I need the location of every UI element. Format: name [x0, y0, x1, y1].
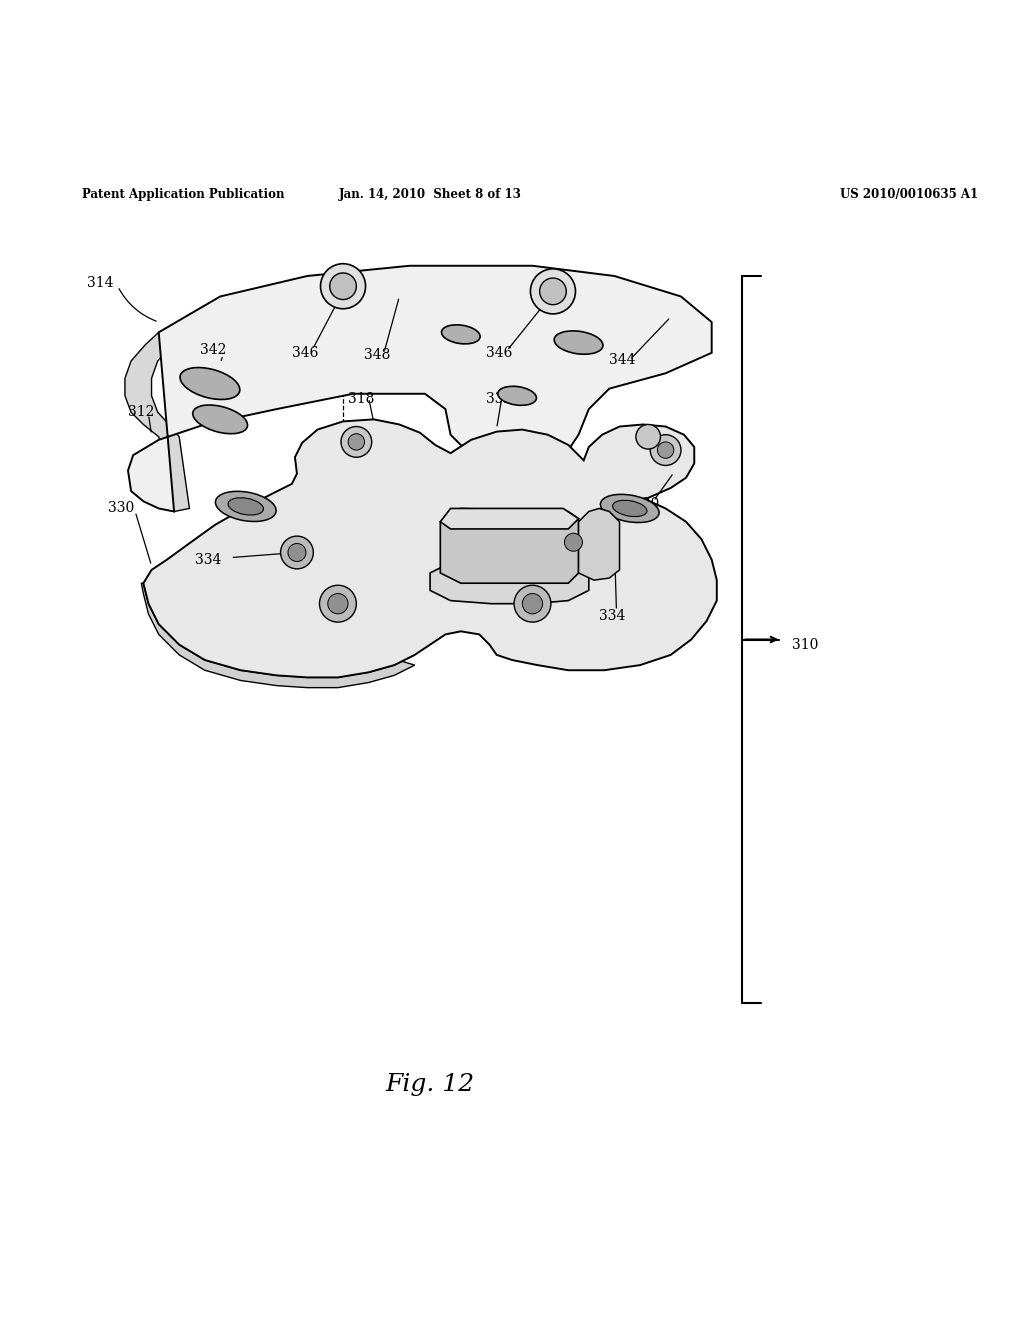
Text: 334: 334 [599, 609, 626, 623]
Text: 330: 330 [108, 502, 134, 515]
Circle shape [319, 585, 356, 622]
Ellipse shape [600, 495, 659, 523]
Circle shape [330, 273, 356, 300]
Circle shape [341, 426, 372, 457]
Text: 316: 316 [558, 532, 585, 546]
Circle shape [281, 536, 313, 569]
Text: Jan. 14, 2010  Sheet 8 of 13: Jan. 14, 2010 Sheet 8 of 13 [339, 187, 521, 201]
Text: 332: 332 [486, 392, 513, 405]
Polygon shape [579, 508, 620, 579]
Circle shape [557, 525, 590, 558]
Polygon shape [128, 265, 712, 512]
Circle shape [522, 594, 543, 614]
Text: 318: 318 [348, 392, 375, 405]
Text: 334: 334 [195, 553, 221, 566]
Text: Fig. 12: Fig. 12 [385, 1073, 475, 1097]
Circle shape [328, 594, 348, 614]
Ellipse shape [441, 325, 480, 345]
Ellipse shape [554, 331, 603, 354]
Ellipse shape [612, 500, 647, 516]
Polygon shape [143, 420, 717, 677]
Circle shape [514, 585, 551, 622]
Circle shape [657, 442, 674, 458]
Circle shape [530, 269, 575, 314]
Ellipse shape [180, 367, 240, 400]
Polygon shape [440, 508, 579, 529]
Text: 348: 348 [364, 348, 390, 362]
Text: 342: 342 [200, 343, 226, 356]
Ellipse shape [498, 387, 537, 405]
Text: 314: 314 [87, 276, 114, 290]
Circle shape [348, 434, 365, 450]
Text: 344: 344 [609, 352, 636, 367]
Circle shape [564, 533, 583, 552]
Ellipse shape [228, 498, 263, 515]
Polygon shape [141, 583, 415, 688]
Text: 330: 330 [633, 498, 659, 511]
Circle shape [636, 425, 660, 449]
Circle shape [540, 279, 566, 305]
Text: US 2010/0010635 A1: US 2010/0010635 A1 [840, 187, 978, 201]
Ellipse shape [215, 491, 276, 521]
Circle shape [321, 264, 366, 309]
Polygon shape [440, 508, 579, 583]
Text: Patent Application Publication: Patent Application Publication [82, 187, 285, 201]
Text: 310: 310 [792, 638, 818, 652]
Ellipse shape [193, 405, 248, 434]
Circle shape [650, 434, 681, 466]
Text: 346: 346 [486, 346, 513, 360]
Text: 346: 346 [292, 346, 318, 360]
Polygon shape [430, 560, 589, 603]
Polygon shape [125, 333, 189, 512]
Circle shape [288, 544, 306, 561]
Text: 312: 312 [128, 405, 155, 420]
